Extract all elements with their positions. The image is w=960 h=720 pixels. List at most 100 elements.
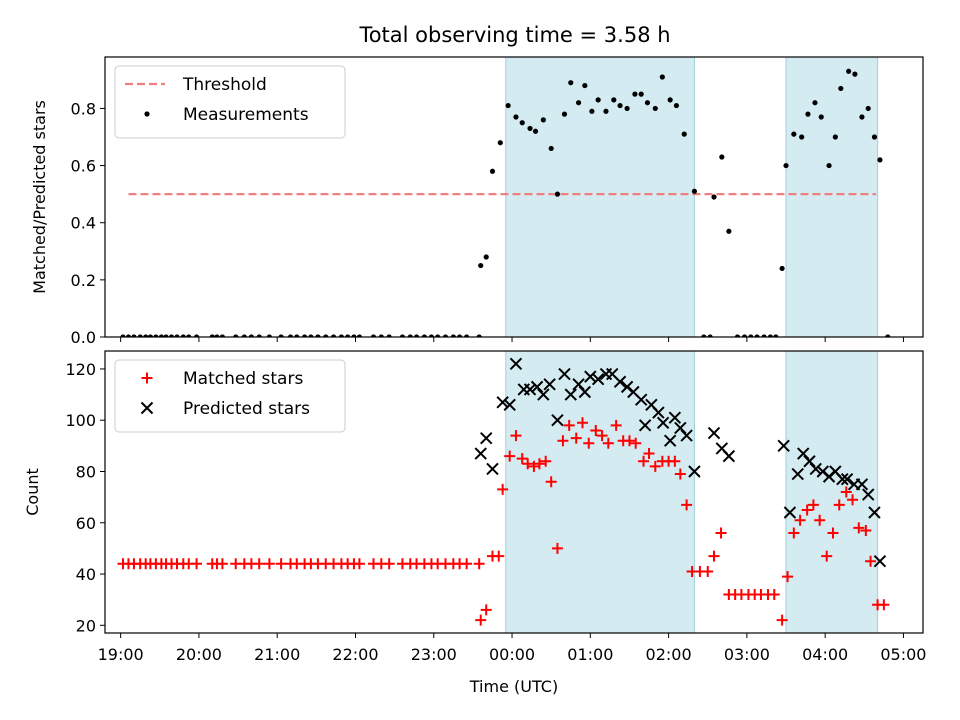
legend-label-0: Threshold bbox=[182, 75, 267, 95]
y-tick-label-4: 100 bbox=[65, 411, 96, 430]
data-point-1-41 bbox=[809, 462, 822, 476]
data-point-0-90 bbox=[773, 334, 779, 337]
data-point-0-18 bbox=[241, 334, 247, 337]
data-point-0-60 bbox=[545, 476, 557, 488]
x-tick-label-3: 22:00 bbox=[332, 645, 378, 664]
data-point-0-60 bbox=[561, 111, 568, 117]
data-point-1-0 bbox=[474, 447, 487, 460]
series-measurements bbox=[120, 68, 891, 337]
data-point-0-13 bbox=[191, 558, 203, 570]
data-point-0-30 bbox=[338, 334, 344, 337]
data-point-0-16 bbox=[219, 334, 226, 337]
data-point-1-46 bbox=[840, 472, 854, 486]
legend: Matched stars Predicted stars bbox=[114, 359, 346, 433]
data-point-0-69 bbox=[624, 105, 630, 112]
data-point-0-19 bbox=[248, 334, 254, 337]
data-point-0-37 bbox=[399, 334, 406, 337]
data-point-0-64 bbox=[589, 108, 595, 114]
data-point-1-33 bbox=[707, 426, 721, 440]
data-point-1-14 bbox=[572, 378, 585, 391]
data-point-0-65 bbox=[576, 417, 588, 429]
data-point-1-40 bbox=[803, 455, 816, 468]
data-point-0-28 bbox=[323, 334, 329, 337]
data-point-0-93 bbox=[791, 131, 797, 137]
data-point-1-36 bbox=[777, 439, 790, 453]
data-point-0-109 bbox=[865, 555, 877, 567]
data-point-0-76 bbox=[673, 102, 680, 109]
data-point-0-46 bbox=[461, 558, 473, 570]
data-point-0-68 bbox=[596, 430, 608, 442]
data-point-0-106 bbox=[847, 494, 859, 506]
y-tick-label-2: 60 bbox=[76, 514, 96, 533]
series-predicted-stars bbox=[474, 357, 887, 568]
data-point-0-62 bbox=[557, 435, 569, 447]
legend-handle-1 bbox=[144, 111, 150, 117]
data-point-0-106 bbox=[877, 157, 883, 163]
data-point-0-86 bbox=[748, 334, 754, 337]
y-tick-label-0: 0.0 bbox=[71, 328, 96, 347]
data-point-0-21 bbox=[266, 334, 272, 337]
data-point-0-75 bbox=[643, 448, 655, 460]
data-point-0-1 bbox=[125, 334, 132, 337]
data-point-1-27 bbox=[656, 416, 670, 429]
data-point-0-59 bbox=[540, 455, 552, 467]
data-point-0-104 bbox=[833, 499, 845, 511]
data-point-1-38 bbox=[791, 467, 804, 481]
data-point-0-53 bbox=[513, 114, 519, 120]
data-point-0-91 bbox=[779, 265, 785, 272]
data-point-1-13 bbox=[564, 388, 577, 401]
data-point-0-73 bbox=[652, 105, 658, 112]
data-point-0-55 bbox=[527, 125, 533, 132]
data-point-1-3 bbox=[496, 396, 509, 409]
data-point-0-72 bbox=[623, 435, 635, 447]
data-point-0-49 bbox=[480, 604, 492, 616]
x-axis-label: Time (UTC) bbox=[469, 677, 558, 696]
data-point-1-17 bbox=[591, 372, 605, 386]
series-matched-stars bbox=[117, 417, 890, 626]
legend-label-0: Matched stars bbox=[183, 369, 303, 389]
observing-interval-0 bbox=[505, 57, 695, 337]
data-point-0-51 bbox=[493, 550, 505, 562]
data-point-0-56 bbox=[532, 128, 539, 134]
data-point-1-28 bbox=[663, 434, 677, 447]
legend-box bbox=[114, 65, 346, 139]
data-point-0-39 bbox=[413, 334, 420, 337]
data-point-0-61 bbox=[568, 80, 574, 86]
legend-label-1: Predicted stars bbox=[183, 399, 310, 419]
figure-title: Total observing time = 3.58 h bbox=[358, 23, 670, 47]
data-point-0-34 bbox=[370, 334, 377, 337]
data-point-0-3 bbox=[137, 334, 143, 337]
data-point-0-61 bbox=[551, 542, 563, 554]
data-point-1-48 bbox=[855, 478, 869, 491]
data-point-0-48 bbox=[475, 614, 487, 626]
data-point-0-78 bbox=[691, 188, 698, 194]
y-tick-label-3: 0.6 bbox=[71, 157, 96, 176]
x-tick-label-7: 02:00 bbox=[646, 645, 692, 664]
x-tick-label-6: 01:00 bbox=[567, 645, 613, 664]
data-point-0-23 bbox=[287, 334, 294, 337]
data-point-0-70 bbox=[632, 91, 638, 97]
data-point-0-66 bbox=[603, 108, 609, 114]
legend-label-1: Measurements bbox=[183, 105, 309, 125]
data-point-0-71 bbox=[638, 91, 644, 97]
data-point-1-50 bbox=[868, 506, 881, 519]
data-point-0-75 bbox=[667, 97, 673, 103]
data-point-1-35 bbox=[722, 449, 736, 463]
data-point-1-32 bbox=[688, 465, 701, 478]
data-point-1-29 bbox=[668, 411, 682, 424]
data-point-0-54 bbox=[519, 120, 525, 126]
data-point-1-15 bbox=[578, 385, 592, 399]
data-point-1-30 bbox=[674, 421, 687, 435]
data-point-0-13 bbox=[193, 334, 200, 337]
data-point-0-2 bbox=[131, 334, 137, 337]
data-point-0-102 bbox=[852, 71, 858, 77]
legend-box bbox=[114, 359, 346, 433]
data-point-0-76 bbox=[649, 460, 661, 472]
data-point-0-17 bbox=[233, 334, 239, 337]
data-point-0-107 bbox=[853, 522, 865, 534]
data-point-0-40 bbox=[421, 334, 427, 337]
data-point-0-81 bbox=[681, 499, 693, 511]
data-point-0-80 bbox=[707, 334, 713, 337]
data-point-1-4 bbox=[503, 398, 516, 412]
legend-handle-0 bbox=[141, 372, 153, 384]
